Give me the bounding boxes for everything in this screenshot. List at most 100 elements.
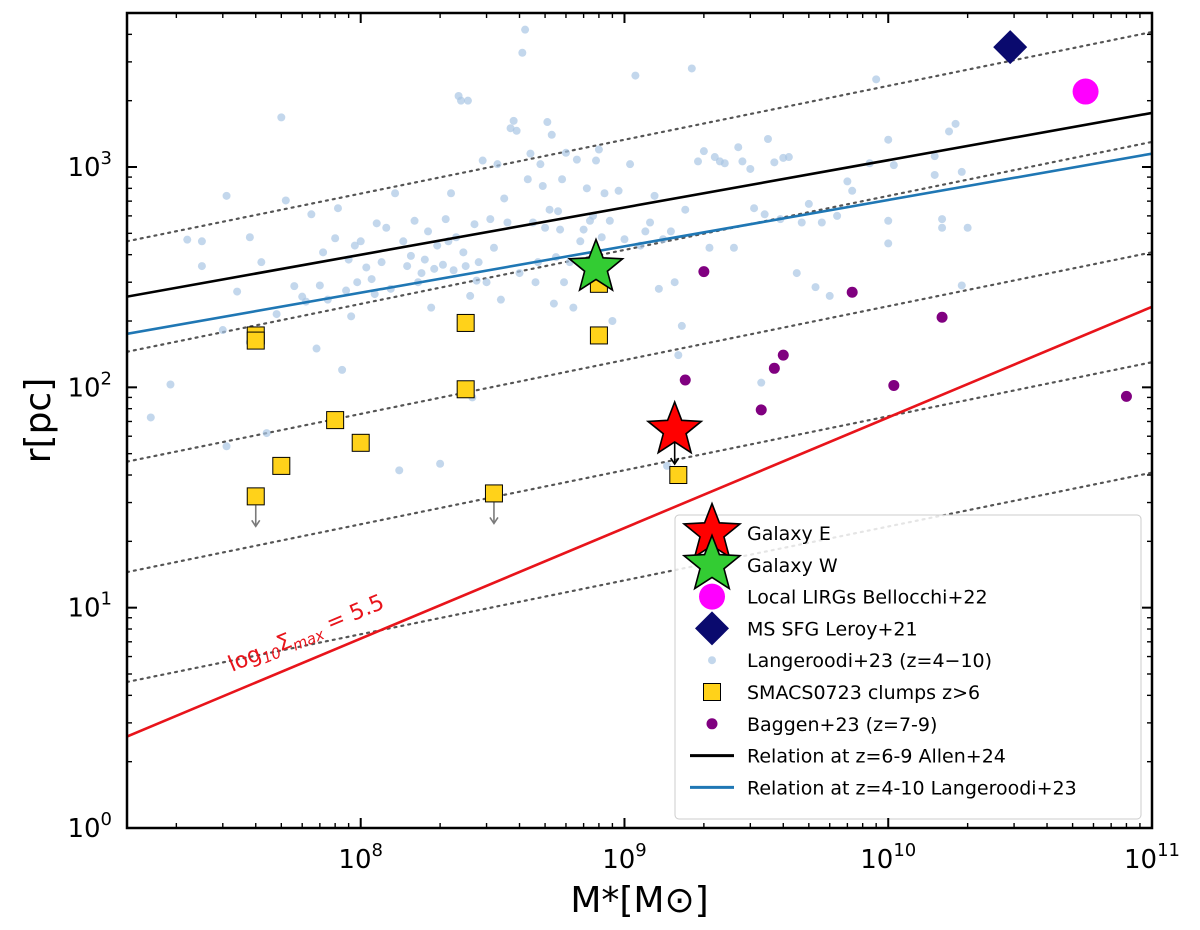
baggen-23-z-7-9-point [679, 374, 691, 386]
langeroodi-point [166, 380, 175, 389]
langeroodi-point [466, 291, 475, 300]
langeroodi-point [592, 156, 601, 165]
langeroodi-point [608, 317, 617, 326]
langeroodi-point [515, 269, 524, 278]
x-tick-label: 109 [602, 840, 647, 875]
relation-line-log10-sigma-max-5-5 [127, 305, 1152, 738]
smacs0723-clumps-z-6-point [326, 411, 345, 430]
langeroodi-point [757, 378, 766, 387]
langeroodi-point [677, 321, 686, 330]
langeroodi-point [784, 153, 793, 162]
langeroodi-point [626, 160, 635, 169]
langeroodi-point [884, 216, 893, 225]
langeroodi-point [738, 157, 747, 166]
legend-label: SMACS0723 clumps z>6 [747, 682, 980, 704]
y-tick-exponent: 2 [101, 368, 112, 389]
langeroodi-point [403, 262, 412, 271]
langeroodi-point [825, 291, 834, 300]
x-tick-label: 1010 [860, 840, 916, 875]
langeroodi-point [391, 189, 400, 198]
smacs0723-clumps-z-6-point [456, 380, 475, 399]
smacs0723-clumps-z-6-point [246, 487, 265, 506]
langeroodi-point [963, 223, 972, 232]
baggen-23-z-7-9-point [768, 362, 780, 374]
x-tick-label: 108 [338, 840, 383, 875]
legend-marker-baggen-23-z-7-9 [706, 718, 718, 730]
langeroodi-point [362, 263, 371, 272]
y-tick-label: 101 [67, 589, 112, 624]
baggen-23-z-7-9-point [755, 404, 767, 416]
langeroodi-point [746, 164, 755, 173]
legend-label: Galaxy E [747, 523, 831, 545]
langeroodi-point [197, 262, 206, 271]
langeroodi-point [594, 145, 603, 154]
langeroodi-point [670, 278, 679, 287]
smacs0723-clumps-z-6-point [484, 484, 503, 503]
langeroodi-point [222, 191, 231, 200]
langeroodi-point [549, 299, 558, 308]
langeroodi-point [600, 189, 609, 198]
langeroodi-point [377, 258, 386, 267]
smacs0723-clumps-z-6-upper-limit-arrowhead [489, 516, 499, 525]
langeroodi-point [382, 223, 391, 232]
data-markers [246, 30, 1132, 528]
langeroodi-point [797, 218, 806, 227]
langeroodi-point [526, 149, 535, 158]
x-axis-title: M*[M⊙] [570, 880, 708, 921]
langeroodi-point [763, 134, 772, 143]
y-axis-title: r[pc] [18, 378, 59, 464]
langeroodi-point [441, 215, 450, 224]
langeroodi-point [930, 170, 939, 179]
langeroodi-point [315, 281, 324, 290]
baggen-23-z-7-9-point [888, 379, 900, 391]
langeroodi-point [489, 243, 498, 252]
langeroodi-point [353, 278, 362, 287]
legend-marker-galaxy-w [681, 533, 743, 591]
x-tick-exponent: 8 [372, 840, 383, 861]
langeroodi-point [699, 147, 708, 156]
langeroodi-point [472, 276, 481, 285]
legend-entry-relation-at-z-4-10-langeroodi-23: Relation at z=4-10 Langeroodi+23 [690, 777, 1077, 799]
langeroodi-point [521, 25, 530, 34]
y-tick-exponent: 1 [101, 589, 112, 610]
y-tick-label: 102 [67, 368, 112, 403]
langeroodi-point [650, 191, 659, 200]
plot-frame [125, 11, 1154, 830]
langeroodi-point [554, 207, 563, 216]
langeroodi-point [545, 205, 554, 214]
legend-label: Galaxy W [747, 555, 838, 577]
x-tick-exponent: 9 [635, 840, 646, 861]
legend-box [674, 514, 1142, 820]
langeroodi-point [410, 216, 419, 225]
langeroodi-point [424, 227, 433, 236]
langeroodi-point [734, 143, 743, 152]
x-tick-base: 10 [1124, 845, 1157, 875]
langeroodi-point [449, 266, 458, 275]
langeroodi-point [456, 96, 465, 105]
galaxy-e-point [645, 399, 704, 455]
langeroodi-point [693, 157, 702, 166]
langeroodi-point [395, 466, 404, 475]
langeroodi-point [272, 310, 281, 319]
langeroodi-point [957, 281, 966, 290]
legend: Galaxy E Galaxy W Local LIRGs Bellocchi+22… [674, 501, 1142, 820]
langeroodi-point [281, 196, 290, 205]
langeroodi-point [233, 287, 242, 296]
langeroodi-point [770, 158, 779, 167]
langeroodi-point [556, 225, 565, 234]
langeroodi-point [518, 48, 527, 57]
langeroodi-point [331, 234, 340, 243]
langeroodi-point [438, 260, 447, 269]
langeroodi-point [496, 295, 505, 304]
langeroodi-point [561, 148, 570, 157]
langeroodi-point [720, 159, 729, 168]
legend-entry-galaxy-w: Galaxy W [681, 533, 838, 591]
langeroodi-point [576, 237, 585, 246]
smacs0723-clumps-z-6-upper-limit-arrowhead [251, 519, 261, 528]
legend-label: Local LIRGs Bellocchi+22 [747, 587, 988, 609]
langeroodi-point [459, 248, 468, 257]
langeroodi-point [872, 75, 881, 84]
galaxy-w-point [567, 237, 625, 292]
legend-label: Baggen+23 (z=7-9) [747, 714, 937, 736]
langeroodi-point [884, 239, 893, 248]
